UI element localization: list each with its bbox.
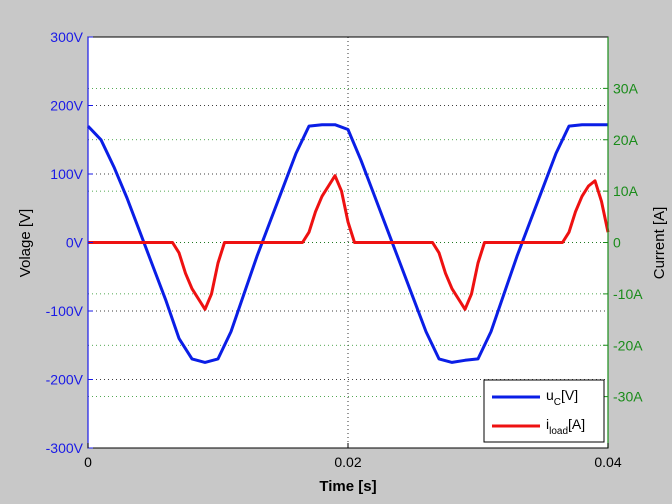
right-tick-label: 30A xyxy=(613,80,639,96)
right-tick-label: 20A xyxy=(613,132,639,148)
right-tick-label: -10A xyxy=(613,286,643,302)
series-line-voltage xyxy=(86,123,608,364)
right-tick-label: -30A xyxy=(613,389,643,405)
left-tick-label: -100V xyxy=(46,303,84,319)
right-tick-label: 10A xyxy=(613,183,639,199)
x-tick-label: 0 xyxy=(84,454,92,470)
left-tick-label: 200V xyxy=(50,98,83,114)
legend-label-current: iload[A] xyxy=(546,416,585,437)
ticks: 300V 200V 100V 0V -100V -200V -300V 30A 20A 10A 0 -… xyxy=(46,29,644,470)
left-tick-label: -200V xyxy=(46,372,84,388)
left-tick-label: 100V xyxy=(50,166,83,182)
series-layer xyxy=(86,123,610,364)
legend-box xyxy=(483,379,605,443)
x-tick-label: 0.04 xyxy=(594,454,621,470)
right-tick-label: -20A xyxy=(613,337,643,353)
right-axis-title: Current [A] xyxy=(651,207,668,280)
right-tick-label: 0 xyxy=(613,235,621,251)
x-tick-label: 0.02 xyxy=(334,454,361,470)
legend: uC[V] iload[A] xyxy=(483,379,605,443)
left-axis-title: Volage [V] xyxy=(17,209,34,277)
x-axis-title: Time [s] xyxy=(319,478,376,495)
left-tick-label: 0V xyxy=(66,235,84,251)
legend-label-voltage: uC[V] xyxy=(546,387,578,408)
left-tick-label: -300V xyxy=(46,440,84,456)
left-tick-label: 300V xyxy=(50,29,83,45)
series-line-current xyxy=(88,174,610,311)
